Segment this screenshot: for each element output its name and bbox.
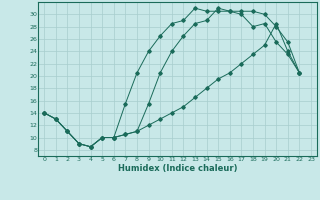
X-axis label: Humidex (Indice chaleur): Humidex (Indice chaleur): [118, 164, 237, 173]
